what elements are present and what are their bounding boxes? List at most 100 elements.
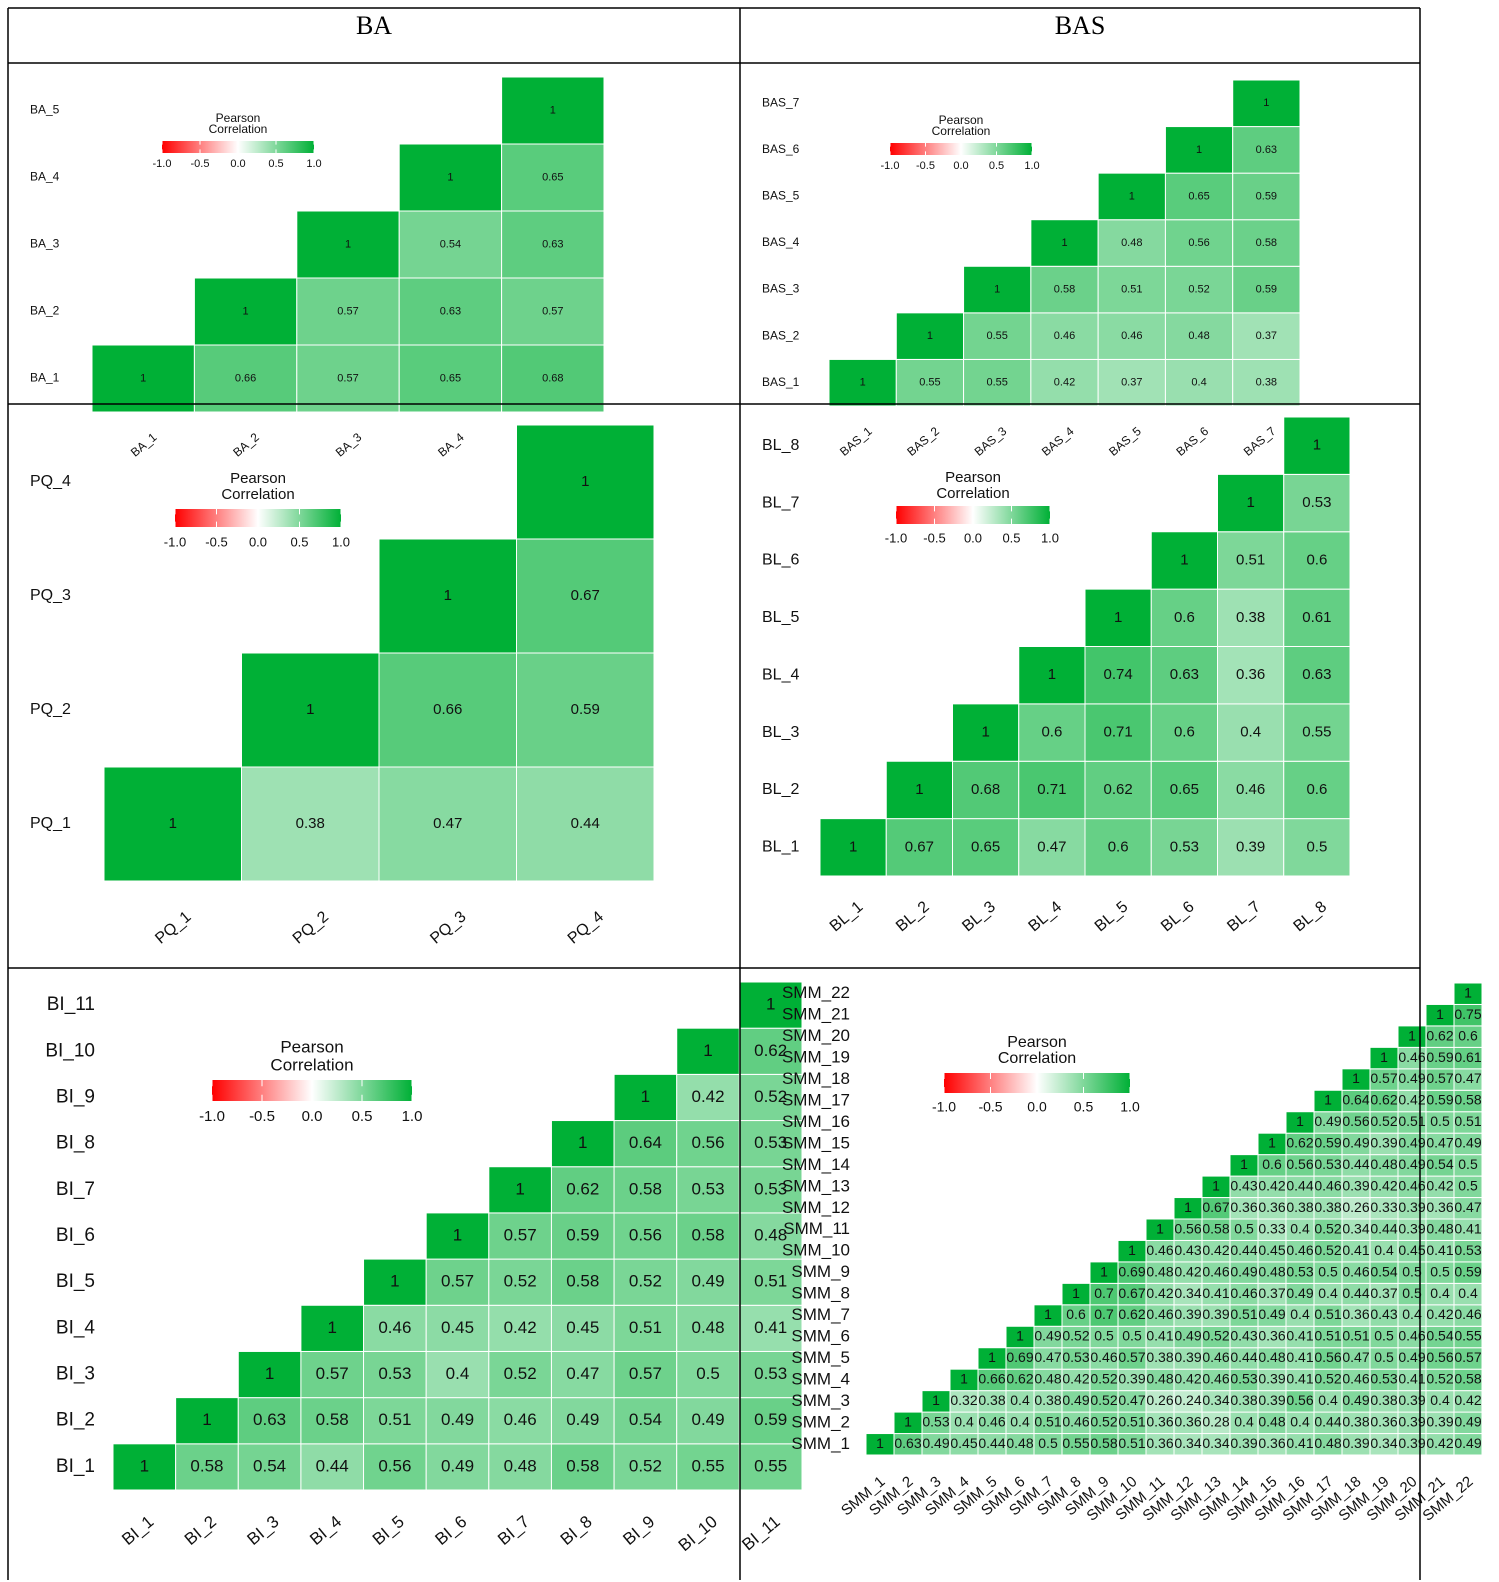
cell-label: 0.56 [1174,1220,1201,1236]
x-tick-label: BL_5 [1092,898,1132,935]
cell-label: 0.41 [1454,1220,1481,1236]
cell-label: 0.5 [1430,1263,1450,1279]
y-tick-label: BA_3 [30,237,60,251]
cell-label: 0.39 [1258,1371,1285,1387]
cell [613,1443,678,1491]
cell-label: 0.51 [754,1272,787,1291]
cell-label: 0.49 [1342,1135,1369,1151]
legend-tick-label: 1.0 [306,158,321,170]
cell-label: 0.53 [1170,838,1199,855]
cell [241,652,380,768]
cell [1030,312,1099,360]
cell-label: 0.48 [1258,1263,1285,1279]
cell-label: 0.54 [629,1410,662,1429]
cell-label: 1 [1180,551,1188,568]
cell [296,344,400,413]
cell-label: 0.47 [1342,1349,1369,1365]
legend-tick-label: -0.5 [205,534,227,549]
cell-label: 0.36 [1146,1435,1173,1451]
cell [676,1073,740,1122]
cell-label: 0.52 [504,1364,537,1383]
cell-label: 1 [444,587,452,604]
cell-label: 0.34 [1202,1435,1229,1451]
cell-label: 0.49 [1230,1263,1257,1279]
cell-label: 0.52 [754,1087,787,1106]
cell-label: 0.57 [337,305,358,317]
cell-label: 0.51 [1454,1113,1481,1129]
x-tick-label: BI_6 [431,1512,470,1549]
cell-label: 0.38 [1034,1392,1061,1408]
x-tick-label: BI_1 [118,1512,157,1549]
cell [398,277,503,346]
cell-label: 0.42 [1146,1285,1173,1301]
cell-label: 0.42 [1202,1242,1229,1258]
cell-label: 0.57 [542,305,563,317]
cell-label: 1 [1061,237,1067,249]
legend-tick-label: 1.0 [332,534,350,549]
cell-label: 0.58 [1054,283,1075,295]
cell-label: 0.51 [378,1410,411,1429]
legend-tick-label: -0.5 [191,158,210,170]
cell-label: 0.42 [1370,1178,1397,1194]
cell-label: 0.58 [1256,237,1277,249]
y-tick-label: SMM_14 [782,1155,850,1174]
cell-label: 0.26 [1342,1199,1369,1215]
x-tick-label: BL_6 [1158,898,1198,935]
legend-title: Pearson [1007,1034,1067,1051]
cell [1150,760,1218,820]
cell-label: 0.42 [1426,1435,1453,1451]
cell [103,766,242,882]
cell-label: 0.47 [1037,838,1066,855]
cell [1084,818,1152,877]
x-tick-label: BL_2 [893,898,933,935]
cell-label: 0.65 [1170,781,1199,798]
cell-label: 0.52 [1314,1220,1341,1236]
cell-label: 0.41 [1286,1435,1313,1451]
legend-tick-label: -0.5 [249,1108,275,1125]
cell [1097,312,1166,360]
cell [193,277,298,346]
cell [613,1304,678,1352]
cell-label: 0.67 [1118,1285,1145,1301]
cell [1084,703,1152,762]
cell-label: 1 [1156,1220,1164,1236]
cell-label: 0.64 [1342,1092,1369,1108]
cell-label: 0.68 [971,781,1000,798]
cell-label: 0.39 [1398,1220,1425,1236]
cell [819,818,887,877]
cell-label: 0.4 [1191,377,1206,389]
cell-label: 0.41 [1286,1371,1313,1387]
heatmap: SMM_1SMM_1SMM_2SMM_2SMM_3SMM_3SMM_4SMM_4… [782,982,1483,1525]
cell-label: 0.44 [1230,1349,1257,1365]
cell-label: 0.39 [1258,1392,1285,1408]
legend-title: Correlation [270,1055,353,1074]
cell-label: 0.39 [1398,1392,1425,1408]
cell [488,1304,552,1352]
cell-label: 0.39 [1118,1371,1145,1387]
cell-label: 0.38 [1342,1414,1369,1430]
x-tick-label: BAS_7 [1241,424,1279,459]
cell-label: 0.65 [440,372,461,384]
cell-label: 1 [1296,1113,1304,1129]
cell-label: 0.49 [1398,1156,1425,1172]
cell-label: 0.51 [1314,1328,1341,1344]
y-tick-label: SMM_20 [782,1026,850,1045]
cell-label: 0.51 [1121,283,1142,295]
cell-label: 1 [915,781,923,798]
x-tick-label: BA_4 [435,430,467,460]
cell-label: 0.46 [504,1410,537,1429]
y-tick-label: SMM_17 [782,1090,850,1109]
cell-label: 0.48 [1426,1220,1453,1236]
cell-label: 0.5 [1306,838,1327,855]
cell-label: 0.46 [1236,781,1265,798]
cell-label: 0.5 [1234,1220,1254,1236]
cell-label: 0.44 [1370,1220,1397,1236]
cell [895,358,965,407]
y-tick-label: BL_2 [762,781,799,798]
cell-label: 0.57 [337,372,358,384]
cell [1084,646,1152,705]
legend-tick-label: -0.5 [916,160,935,172]
y-tick-label: BI_10 [45,1040,95,1061]
cell-label: 0.58 [1454,1371,1481,1387]
cell-label: 1 [994,283,1000,295]
